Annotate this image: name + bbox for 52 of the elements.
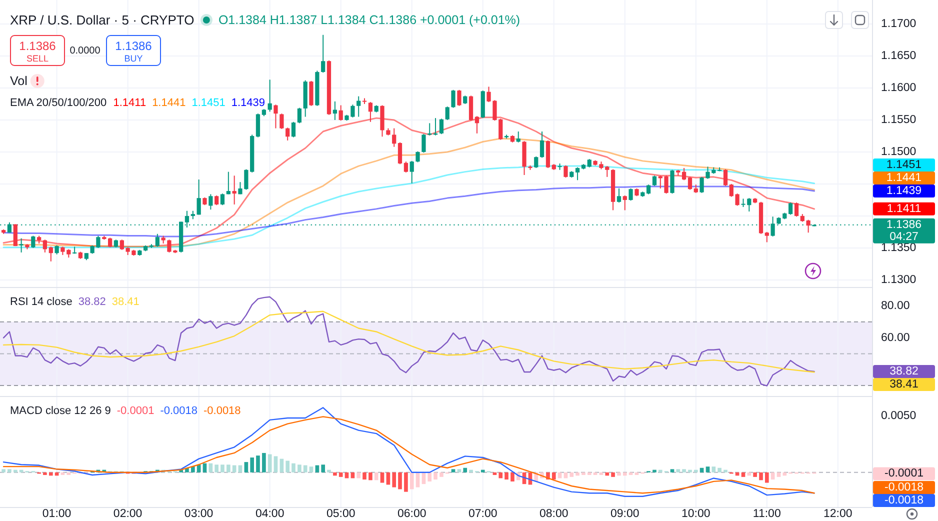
annotation: Vol [10, 74, 28, 88]
text: O1.1384 H1.1387 L1.1384 C1.1386 +0.0001 (+0.01%) [218, 13, 520, 27]
annotation: 38.41 [112, 296, 140, 308]
y-tick-label: 80.00 [881, 300, 910, 312]
x-tick-label: 09:00 [610, 508, 640, 520]
annotation: SELL [26, 54, 49, 64]
annotation: -0.0018 [203, 405, 241, 417]
annotation: EMA 20/50/100/200 [10, 97, 107, 109]
y-tick-label: 1.1700 [881, 18, 916, 30]
annotation: 1.1441 [152, 97, 186, 109]
chart-title: MACD close 12 26 9 [10, 405, 111, 417]
y-tick-label: 1.1550 [881, 114, 916, 126]
annotation: 38.82 [78, 296, 106, 308]
annotation: BUY [124, 54, 143, 64]
x-tick-label: 08:00 [539, 508, 568, 520]
text: 1.1441 [886, 172, 922, 184]
annotation: 1.1386 [115, 39, 152, 53]
text: -0.0018 [884, 494, 924, 506]
annotation: 1.1439 [231, 97, 266, 109]
text: 38.82 [890, 366, 918, 378]
x-tick-label: 10:00 [682, 508, 710, 520]
y-tick-label: 60.00 [881, 332, 910, 344]
annotation: -0.0001 [116, 405, 154, 417]
x-tick-label: 05:00 [326, 508, 356, 520]
annotation: 1.1451 [192, 97, 226, 109]
text: 1.1439 [886, 185, 922, 198]
text: -0.0001 [884, 468, 924, 480]
x-tick-label: 11:00 [752, 508, 781, 520]
text: -0.0018 [884, 482, 924, 494]
annotation: -0.0018 [160, 405, 198, 417]
ref-line-label: 1.1386 04:27 [886, 218, 922, 243]
annotation: 1.1411 [113, 97, 146, 109]
x-tick-label: 03:00 [184, 508, 214, 520]
x-tick-label: 01:00 [42, 508, 72, 520]
annotation: 1.1386 [19, 39, 56, 53]
text: 1.1411 [886, 202, 922, 215]
text: 38.41 [890, 378, 918, 391]
y-tick-label: 1.1350 [881, 242, 916, 254]
text: 0.0050 [881, 410, 916, 422]
x-tick-label: 07:00 [468, 508, 498, 520]
text: 1.1451 [886, 159, 922, 172]
y-tick-label: 1.1300 [881, 274, 916, 286]
annotation: 0.0000 [70, 46, 101, 56]
x-tick-label: 04:00 [255, 508, 284, 520]
y-tick-label: 1.1500 [881, 146, 916, 158]
x-tick-label: 06:00 [397, 508, 426, 520]
y-tick-label: 1.1600 [881, 82, 916, 94]
text: XRP / U.S. Dollar · 5 · CRYPTO [10, 12, 194, 28]
x-tick-label: 12:00 [824, 508, 852, 520]
y-tick-label: 1.1650 [881, 50, 916, 62]
text: RSI 14 close [10, 296, 72, 308]
x-tick-label: 02:00 [113, 508, 142, 520]
